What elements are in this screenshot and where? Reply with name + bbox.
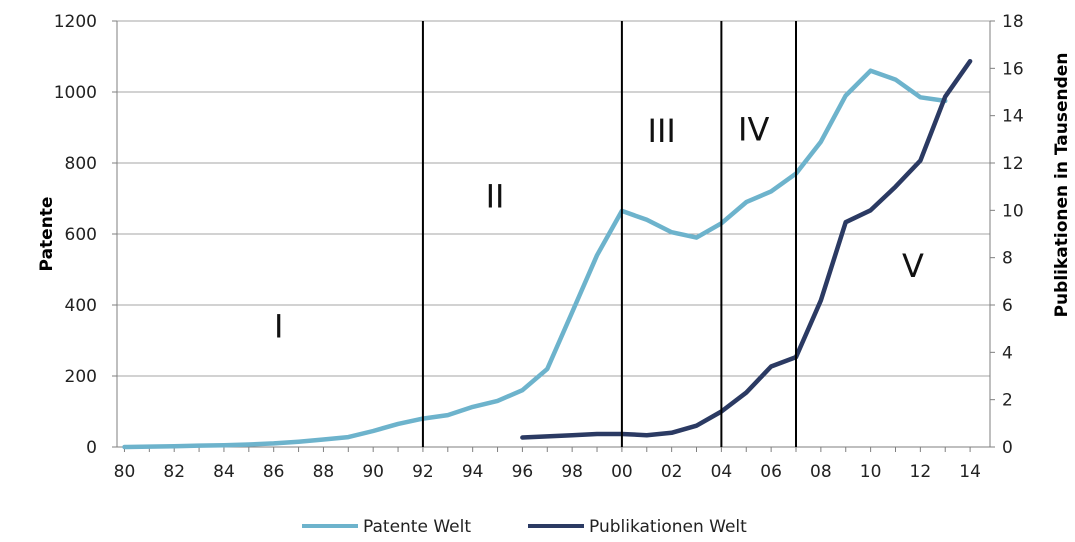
series-line-publikationen-welt [520,58,973,440]
x-tick-label: 92 [412,462,434,482]
y-tick-labels: 0 200 400 600 800 1000 1200 [54,12,97,458]
y-tick-label: 1200 [54,12,97,32]
x-tick-label: 96 [512,462,534,482]
y2-tick-label: 0 [1002,438,1013,458]
phase-label: II [486,178,505,216]
axes [112,20,995,452]
x-tick-label: 90 [362,462,384,482]
y-tick-label: 1000 [54,83,97,103]
x-tick-label: 06 [760,462,782,482]
y2-axis-title: Publikationen in Tausenden [1052,53,1072,318]
legend: Patente Welt Publikationen Welt [302,517,747,537]
y2-tick-label: 12 [1002,154,1024,174]
y2-tick-label: 18 [1002,12,1024,32]
x-tick-label: 14 [959,462,981,482]
x-tick-label: 02 [661,462,683,482]
x-tick-label: 84 [213,462,235,482]
series-line-patente-welt [122,68,948,450]
x-tick-label: 82 [163,462,185,482]
y-tick-label: 0 [86,438,97,458]
y2-tick-label: 2 [1002,391,1013,411]
y-axis-title: Patente [37,197,57,272]
gridlines [117,20,990,377]
phase-label: V [902,247,924,285]
x-tick-label: 80 [114,462,136,482]
phase-label: III [648,112,676,150]
legend-label-publikationen: Publikationen Welt [589,517,747,537]
y2-tick-label: 6 [1002,296,1013,316]
y2-tick-label: 4 [1002,343,1013,363]
y2-tick-label: 14 [1002,107,1024,127]
x-tick-label: 88 [313,462,335,482]
x-tick-label: 86 [263,462,285,482]
phase-label: IV [738,110,769,148]
y2-tick-labels: 0 2 4 6 8 10 12 14 16 18 [1002,12,1024,458]
y-tick-label: 400 [65,296,97,316]
y-tick-label: 800 [65,154,97,174]
series-lines [122,58,973,450]
legend-label-patente: Patente Welt [363,517,471,537]
y2-tick-label: 8 [1002,249,1013,269]
x-tick-label: 10 [860,462,882,482]
x-tick-label: 08 [810,462,832,482]
x-tick-labels: 80 82 84 86 88 90 92 94 96 98 00 02 04 06 08 10 12 14 [114,462,981,482]
phase-label: I [274,307,283,345]
x-tick-label: 12 [910,462,932,482]
x-tick-label: 98 [561,462,583,482]
x-tick-label: 04 [711,462,733,482]
y2-tick-label: 10 [1002,201,1024,221]
phase-dividers [421,21,797,447]
y-tick-label: 200 [65,367,97,387]
y2-tick-label: 16 [1002,59,1024,79]
y-tick-label: 600 [65,225,97,245]
x-tick-label: 00 [611,462,633,482]
x-tick-label: 94 [462,462,484,482]
